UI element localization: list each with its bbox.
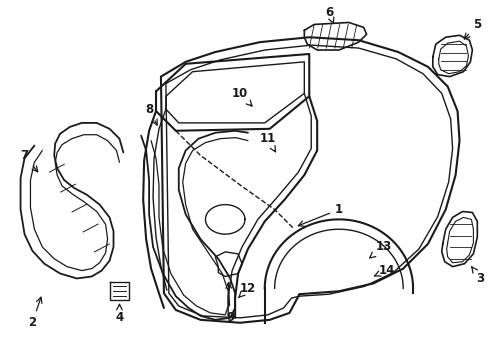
Text: 14: 14 — [375, 264, 394, 277]
Text: 6: 6 — [325, 6, 334, 23]
Text: 13: 13 — [369, 240, 392, 258]
Text: 10: 10 — [232, 87, 252, 106]
Text: 1: 1 — [298, 203, 343, 226]
Text: 7: 7 — [21, 149, 38, 172]
Text: 3: 3 — [472, 267, 484, 285]
Text: 11: 11 — [260, 132, 276, 152]
Text: 8: 8 — [145, 103, 157, 125]
Text: 5: 5 — [465, 18, 482, 39]
Text: 12: 12 — [239, 282, 256, 298]
Text: 4: 4 — [115, 304, 123, 324]
Text: 9: 9 — [226, 283, 234, 324]
Text: 2: 2 — [28, 297, 42, 329]
